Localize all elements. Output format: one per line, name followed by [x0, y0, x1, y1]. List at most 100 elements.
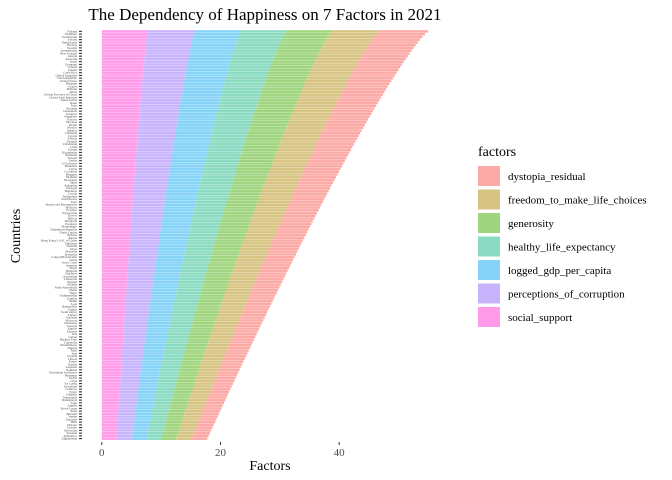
- bar-segment-healthy_life_expectancy: [186, 244, 214, 248]
- bar-segment-logged_gdp_per_capita: [182, 87, 223, 91]
- bar-segment-dystopia_residual: [294, 189, 329, 193]
- bar-segment-generosity: [201, 288, 227, 292]
- bar-segment-healthy_life_expectancy: [226, 74, 268, 77]
- bar-segment-social_support: [101, 159, 136, 163]
- bar-segment-dystopia_residual: [244, 305, 270, 308]
- country-tick-label: Ethiopia: [66, 393, 77, 397]
- bar-segment-freedom_to_make_life_choices: [285, 129, 323, 132]
- bar-segment-healthy_life_expectancy: [191, 220, 221, 223]
- bar-segment-healthy_life_expectancy: [235, 43, 280, 47]
- country-tick-label: Latvia: [69, 167, 78, 171]
- bar-segment-social_support: [101, 316, 125, 319]
- bar-segment-freedom_to_make_life_choices: [186, 407, 204, 410]
- bar-segment-healthy_life_expectancy: [200, 181, 233, 185]
- bar-segment-dystopia_residual: [262, 264, 291, 267]
- bar-segment-generosity: [164, 426, 180, 429]
- bar-segment-logged_gdp_per_capita: [149, 308, 173, 311]
- bar-segment-freedom_to_make_life_choices: [203, 354, 225, 358]
- bar-segment-dystopia_residual: [363, 52, 410, 55]
- bar-segment-perceptions_of_corruption: [125, 302, 151, 306]
- bar-segment-healthy_life_expectancy: [196, 195, 229, 198]
- bar-segment-perceptions_of_corruption: [137, 143, 174, 146]
- bar-segment-social_support: [101, 431, 117, 435]
- bar-segment-social_support: [101, 390, 120, 394]
- bar-segment-generosity: [238, 162, 273, 165]
- bar-segment-social_support: [101, 104, 141, 107]
- bar-segment-perceptions_of_corruption: [139, 118, 178, 121]
- bar-segment-generosity: [272, 60, 315, 63]
- bar-segment-dystopia_residual: [211, 387, 231, 391]
- bar-segment-logged_gdp_per_capita: [132, 434, 148, 438]
- bar-segment-dystopia_residual: [227, 346, 251, 350]
- bar-segment-perceptions_of_corruption: [126, 286, 153, 289]
- bar-segment-perceptions_of_corruption: [124, 310, 149, 314]
- country-tick-label: Uzbekistan: [63, 142, 78, 146]
- bar-segment-social_support: [101, 418, 118, 421]
- bar-segment-healthy_life_expectancy: [195, 200, 227, 204]
- bar-segment-dystopia_residual: [219, 365, 241, 369]
- bar-segment-healthy_life_expectancy: [173, 305, 197, 308]
- bar-segment-healthy_life_expectancy: [236, 41, 281, 44]
- bar-segment-dystopia_residual: [340, 93, 383, 96]
- bar-segment-social_support: [101, 393, 120, 396]
- bar-segment-freedom_to_make_life_choices: [210, 332, 234, 336]
- bar-segment-perceptions_of_corruption: [127, 277, 154, 281]
- bar-segment-generosity: [257, 101, 297, 105]
- bar-segment-perceptions_of_corruption: [134, 170, 170, 174]
- bar-segment-generosity: [220, 220, 251, 223]
- bar-segment-perceptions_of_corruption: [136, 156, 172, 160]
- bar-segment-generosity: [227, 198, 259, 201]
- bar-segment-social_support: [101, 156, 137, 160]
- bar-segment-logged_gdp_per_capita: [153, 275, 180, 278]
- bar-segment-logged_gdp_per_capita: [146, 327, 169, 330]
- bar-segment-generosity: [171, 398, 189, 402]
- bar-segment-dystopia_residual: [237, 321, 262, 325]
- country-tick-label: Panama: [67, 139, 78, 143]
- country-tick-label: Yemen: [68, 415, 77, 419]
- bar-segment-social_support: [101, 236, 131, 240]
- bar-segment-logged_gdp_per_capita: [189, 52, 233, 55]
- bar-segment-social_support: [101, 299, 126, 303]
- bar-segment-social_support: [101, 96, 141, 99]
- bar-segment-healthy_life_expectancy: [227, 68, 270, 72]
- bar-segment-freedom_to_make_life_choices: [251, 217, 283, 220]
- bar-segment-logged_gdp_per_capita: [193, 35, 239, 39]
- bar-segment-perceptions_of_corruption: [129, 250, 158, 253]
- country-tick-label: Honduras: [65, 189, 78, 193]
- bar-segment-generosity: [177, 376, 197, 380]
- bar-segment-generosity: [182, 357, 203, 361]
- bar-segment-freedom_to_make_life_choices: [288, 121, 327, 124]
- bar-segment-perceptions_of_corruption: [121, 363, 142, 366]
- bar-segment-logged_gdp_per_capita: [163, 206, 195, 209]
- bar-segment-freedom_to_make_life_choices: [282, 134, 321, 138]
- bar-segment-dystopia_residual: [259, 269, 288, 273]
- bar-segment-social_support: [101, 429, 118, 432]
- country-tick-label: Slovenia: [66, 106, 78, 110]
- bar-segment-dystopia_residual: [215, 376, 236, 380]
- bar-segment-healthy_life_expectancy: [205, 159, 240, 163]
- bar-segment-logged_gdp_per_capita: [169, 170, 203, 174]
- legend-swatch-healthy_life_expectancy: [478, 236, 500, 257]
- bar-segment-generosity: [204, 277, 230, 281]
- bar-segment-generosity: [178, 374, 198, 377]
- bar-segment-freedom_to_make_life_choices: [281, 137, 319, 140]
- bar-segment-social_support: [101, 401, 119, 405]
- bar-segment-social_support: [101, 423, 118, 427]
- bar-segment-social_support: [101, 137, 138, 140]
- bar-segment-perceptions_of_corruption: [132, 209, 164, 212]
- y-ticks-group: [79, 30, 82, 440]
- bar-segment-perceptions_of_corruption: [117, 426, 134, 429]
- bar-segment-social_support: [101, 407, 119, 410]
- bar-segment-freedom_to_make_life_choices: [313, 63, 358, 66]
- bar-segment-generosity: [246, 137, 282, 140]
- bar-segment-logged_gdp_per_capita: [135, 412, 152, 416]
- bar-segment-perceptions_of_corruption: [143, 71, 186, 74]
- bar-segment-social_support: [101, 54, 145, 58]
- country-tick-label: Bulgaria: [66, 269, 78, 273]
- bar-segment-generosity: [229, 189, 262, 193]
- bar-segment-healthy_life_expectancy: [154, 396, 173, 399]
- bar-segment-logged_gdp_per_capita: [177, 121, 215, 124]
- bar-segment-perceptions_of_corruption: [141, 85, 184, 88]
- bar-segment-healthy_life_expectancy: [146, 437, 162, 440]
